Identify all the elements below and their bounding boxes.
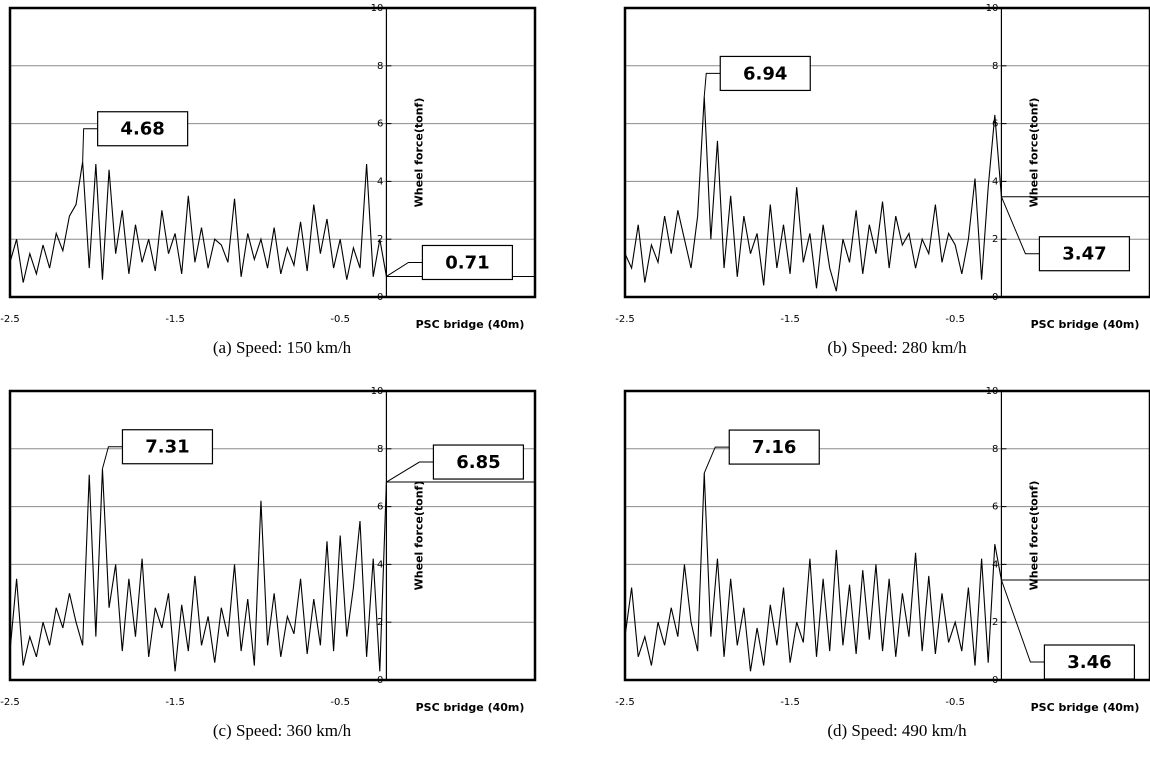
x-tick-label: -0.5	[945, 697, 965, 708]
callout-box	[728, 429, 820, 465]
callout-label: 6.85	[456, 452, 500, 473]
leader-line	[101, 446, 123, 469]
y-tick-label: 4	[377, 176, 383, 187]
callout-box	[121, 429, 214, 465]
callout-box	[432, 444, 525, 480]
y-axis-label: Wheel force(tonf)	[1027, 98, 1040, 208]
x-tick-label: -1.5	[780, 314, 800, 325]
x-tick-label: -1.5	[165, 314, 185, 325]
y-tick-label: 2	[377, 617, 383, 628]
leader-line	[1000, 579, 1045, 663]
plot-frame	[8, 389, 537, 682]
y-tick-label: 6	[377, 502, 383, 513]
x-axis-label: PSC bridge (40m)	[416, 701, 525, 714]
y-tick-label: 8	[992, 61, 998, 72]
signal-line	[9, 468, 387, 672]
caption: (c) Speed: 360 km/h	[213, 721, 352, 740]
y-tick-label: 8	[377, 444, 383, 455]
callout-label: 4.68	[120, 119, 164, 140]
y-axis-label: Wheel force(tonf)	[412, 98, 425, 208]
y-tick-label: 2	[992, 617, 998, 628]
callout-label: 7.31	[145, 437, 189, 458]
x-axis-label: PSC bridge (40m)	[1031, 318, 1140, 331]
callout-label: 3.47	[1062, 244, 1106, 265]
caption: (d) Speed: 490 km/h	[827, 721, 967, 740]
x-tick-label: -1.5	[165, 697, 185, 708]
leader-line	[703, 446, 730, 474]
y-tick-label: 8	[377, 61, 383, 72]
x-tick-label: -0.5	[945, 314, 965, 325]
callout-label: 6.94	[743, 63, 787, 84]
plot-frame	[623, 6, 1150, 299]
leader-line	[1000, 196, 1040, 255]
signal-line	[9, 161, 387, 283]
y-axis-label: Wheel force(tonf)	[1027, 481, 1040, 591]
y-tick-label: 6	[992, 502, 998, 513]
x-tick-label: -0.5	[330, 314, 350, 325]
signal-line	[624, 473, 1002, 672]
callout-box	[97, 111, 189, 147]
plot-frame	[8, 6, 537, 299]
x-tick-label: -1.5	[780, 697, 800, 708]
x-tick-label: -0.5	[330, 697, 350, 708]
callout-label: 0.71	[445, 252, 489, 273]
plot-frame	[623, 389, 1150, 682]
y-tick-label: 8	[992, 444, 998, 455]
y-tick-label: 4	[377, 559, 383, 570]
x-tick-label: -2.5	[615, 314, 635, 325]
x-tick-label: -2.5	[615, 697, 635, 708]
callout-box	[421, 244, 514, 281]
leader-line	[386, 461, 434, 483]
y-tick-label: 4	[992, 559, 998, 570]
y-tick-label: 2	[992, 234, 998, 245]
y-tick-label: 4	[992, 176, 998, 187]
callout-label: 3.46	[1067, 652, 1111, 673]
y-tick-label: 6	[377, 119, 383, 130]
x-tick-label: -2.5	[0, 314, 20, 325]
y-axis-label: Wheel force(tonf)	[412, 481, 425, 591]
leader-line	[82, 128, 98, 162]
callout-box	[1038, 236, 1131, 272]
callout-label: 7.16	[752, 437, 796, 458]
callout-box	[1043, 644, 1136, 680]
x-tick-label: -2.5	[0, 697, 20, 708]
callout-box	[719, 55, 811, 92]
x-axis-label: PSC bridge (40m)	[416, 318, 525, 331]
signal-line	[624, 96, 1002, 292]
x-axis-label: PSC bridge (40m)	[1031, 701, 1140, 714]
caption: (b) Speed: 280 km/h	[827, 338, 967, 357]
leader-line	[386, 261, 423, 277]
caption: (a) Speed: 150 km/h	[213, 338, 352, 357]
leader-line	[703, 72, 721, 97]
